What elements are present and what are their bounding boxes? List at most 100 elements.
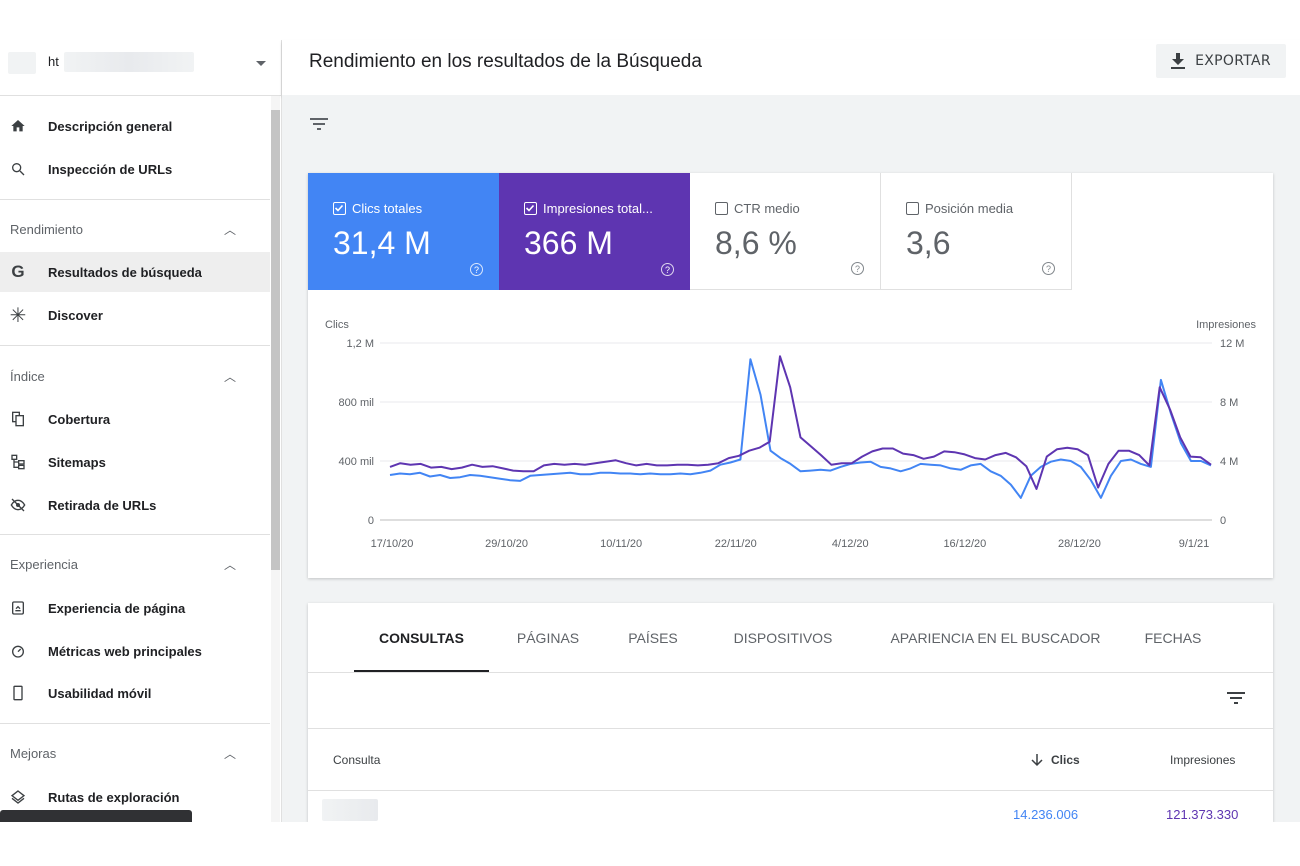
home-icon [8,116,28,136]
performance-line-chart[interactable]: Clics Impresiones 0 0 400 mil 4 M 800 mil 8 M 1,… [308,290,1273,578]
sidebar-divider [0,723,270,724]
filter-icon[interactable] [310,117,328,131]
y-tick-label-left: 1,2 M [346,338,374,350]
table-filter-icon[interactable] [1227,691,1245,705]
section-header-mejoras[interactable]: Mejoras ︿ [0,733,270,773]
help-icon[interactable]: ? [1042,262,1055,275]
header-divider [308,790,1273,791]
checkbox-unchecked-icon [715,202,728,215]
sidebar-item-label: Usabilidad móvil [48,685,152,701]
x-tick-label: 16/12/20 [943,538,986,550]
column-header-clicks[interactable]: Clics [1031,753,1080,767]
sidebar-scrollbar-thumb[interactable] [271,110,280,570]
x-tick-label: 10/11/20 [600,538,642,550]
sidebar-item-mobile-usability[interactable]: Usabilidad móvil [0,673,270,713]
sidebar-item-label: Métricas web principales [48,643,202,659]
y-tick-label-left: 400 mil [339,456,374,468]
dropdown-arrow-icon[interactable] [256,61,266,66]
metric-total-impressions[interactable]: Impresiones total... 366 M ? [499,173,690,290]
y-tick-label-right: 4 M [1220,456,1238,468]
tab-paises[interactable]: PAÍSES [628,630,678,646]
export-label: EXPORTAR [1195,53,1271,69]
help-icon[interactable]: ? [851,262,864,275]
query-cell-redacted[interactable] [322,799,378,821]
copy-icon [8,409,28,429]
tab-fechas[interactable]: FECHAS [1144,630,1202,646]
x-tick-label: 4/12/20 [832,538,869,550]
sidebar-item-search-results[interactable]: G Resultados de búsqueda [0,252,270,292]
section-title: Índice [10,368,45,384]
sidebar-divider [0,199,270,200]
metric-checkbox[interactable]: Posición media [906,201,1013,216]
metric-label: Clics totales [352,201,423,216]
sidebar-item-label: Resultados de búsqueda [48,264,202,280]
metric-label: Posición media [925,201,1014,216]
property-url: ht [48,54,59,69]
x-tick-label: 22/11/20 [715,538,757,550]
metric-value: 366 M [524,225,613,261]
series-line-clics-totales [389,358,1212,499]
column-header-query[interactable]: Consulta [333,753,381,767]
main-content: Clics totales 31,4 M ? Impresiones total… [282,95,1300,822]
search-icon [8,159,28,179]
performance-chart-card: Clics totales 31,4 M ? Impresiones total… [308,173,1273,578]
sidebar-item-page-experience[interactable]: Experiencia de página [0,588,270,628]
property-selector[interactable]: ht [0,40,281,96]
metric-value: 31,4 M [333,225,431,261]
sidebar-item-coverage[interactable]: Cobertura [0,399,270,439]
sidebar-item-url-removal[interactable]: Retirada de URLs [0,485,270,525]
sidebar-item-label: Retirada de URLs [48,497,157,513]
y-tick-label-left: 0 [368,515,374,527]
metric-checkbox[interactable]: CTR medio [715,201,800,216]
metric-checkbox[interactable]: Impresiones total... [524,201,653,216]
property-favicon [8,52,36,74]
sidebar-item-discover[interactable]: ✳ Discover [0,295,270,335]
series-line-impresiones-totales [389,355,1212,490]
help-icon[interactable]: ? [661,263,674,276]
y-axis-title-right: Impresiones [1196,319,1256,331]
metric-value: 3,6 [906,225,951,261]
y-tick-label-right: 0 [1220,515,1226,527]
tab-apariencia[interactable]: APARIENCIA EN EL BUSCADOR [890,630,1101,646]
metric-checkbox[interactable]: Clics totales [333,201,422,216]
sidebar-item-label: Descripción general [48,118,173,134]
export-button[interactable]: EXPORTAR [1156,44,1286,78]
column-header-label: Clics [1051,753,1080,767]
row-impressions-value: 121.373.330 [1166,807,1239,822]
sidebar-item-label: Discover [48,307,103,323]
sidebar-item-url-inspection[interactable]: Inspección de URLs [0,149,270,189]
tab-consultas[interactable]: CONSULTAS [378,630,465,646]
section-header-indice[interactable]: Índice ︿ [0,356,270,396]
sidebar-item-sitemaps[interactable]: Sitemaps [0,442,270,482]
sidebar-item-core-web-vitals[interactable]: Métricas web principales [0,631,270,671]
row-clicks-value: 14.236.006 [1013,807,1079,822]
y-tick-label-left: 800 mil [339,397,374,409]
y-axis-title-left: Clics [325,319,349,331]
sidebar-item-label: Cobertura [48,411,111,427]
gauge-icon [8,641,28,661]
y-tick-label-right: 12 M [1220,338,1244,350]
eye-off-icon [8,495,28,515]
y-tick-label-right: 8 M [1220,397,1238,409]
property-url-redacted [64,52,194,72]
sidebar-item-breadcrumbs[interactable]: Rutas de exploración [0,777,270,817]
column-header-impressions[interactable]: Impresiones [1170,753,1236,767]
active-tab-indicator [354,670,489,672]
section-title: Mejoras [10,745,57,761]
metric-average-position[interactable]: Posición media 3,6 ? [881,173,1072,290]
help-icon[interactable]: ? [470,263,483,276]
chevron-up-icon: ︿ [223,369,236,384]
tabs-divider [308,672,1273,673]
tab-dispositivos[interactable]: DISPOSITIVOS [733,630,833,646]
section-header-rendimiento[interactable]: Rendimiento ︿ [0,209,270,249]
asterisk-icon: ✳ [9,304,27,327]
layers-icon [8,787,28,807]
chevron-up-icon: ︿ [223,557,236,572]
metric-label: CTR medio [734,201,800,216]
section-header-experiencia[interactable]: Experiencia ︿ [0,544,270,584]
metric-average-ctr[interactable]: CTR medio 8,6 % ? [690,173,881,290]
sidebar-item-overview[interactable]: Descripción general [0,106,270,146]
checkbox-checked-icon [524,202,537,215]
metric-total-clicks[interactable]: Clics totales 31,4 M ? [308,173,499,290]
tab-paginas[interactable]: PÁGINAS [516,630,580,646]
